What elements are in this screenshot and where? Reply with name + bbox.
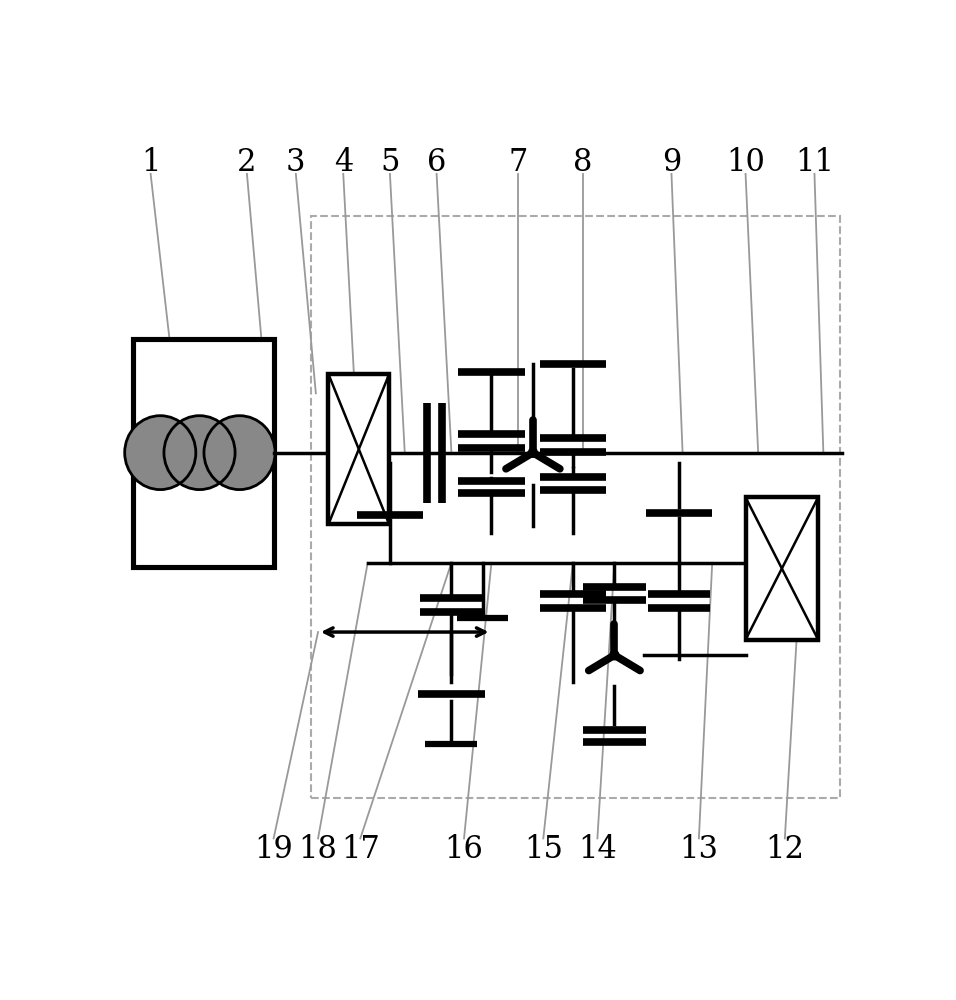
Circle shape (204, 416, 275, 490)
Text: 15: 15 (524, 834, 563, 865)
Text: 9: 9 (662, 147, 681, 178)
Text: 3: 3 (286, 147, 306, 178)
Text: 17: 17 (341, 834, 380, 865)
Text: 2: 2 (237, 147, 256, 178)
Text: 1: 1 (141, 147, 161, 178)
Text: 19: 19 (254, 834, 293, 865)
Text: 8: 8 (573, 147, 593, 178)
Text: 11: 11 (795, 147, 834, 178)
Text: 16: 16 (445, 834, 484, 865)
Text: 10: 10 (727, 147, 765, 178)
Bar (329, 374, 389, 524)
Circle shape (610, 651, 619, 660)
Circle shape (164, 416, 235, 490)
Text: 5: 5 (380, 147, 400, 178)
Text: 12: 12 (766, 834, 804, 865)
Bar (746, 497, 818, 640)
Bar (311, 216, 840, 798)
Text: 13: 13 (680, 834, 718, 865)
Circle shape (124, 416, 196, 490)
Text: 7: 7 (509, 147, 528, 178)
Text: 4: 4 (334, 147, 353, 178)
Text: 14: 14 (578, 834, 617, 865)
Bar (133, 339, 273, 567)
Text: 6: 6 (427, 147, 446, 178)
Circle shape (529, 448, 537, 457)
Text: 18: 18 (298, 834, 337, 865)
